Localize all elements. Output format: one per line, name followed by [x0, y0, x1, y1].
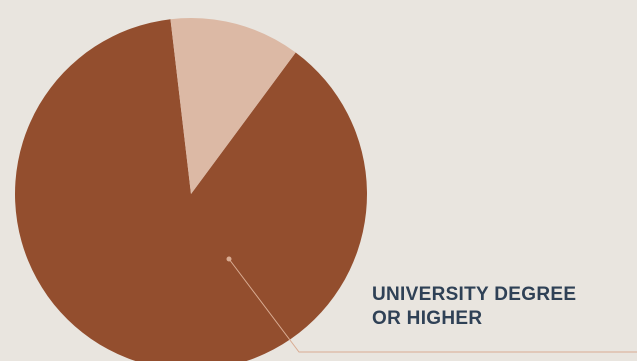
callout-dot [226, 256, 232, 262]
callout-label: UNIVERSITY DEGREE OR HIGHER [372, 283, 576, 331]
callout [226, 256, 637, 353]
pie-slice-1 [15, 19, 368, 361]
pie-slice-2 [170, 17, 296, 195]
callout-label-line-2: OR HIGHER [372, 308, 483, 329]
pie-slices [15, 17, 368, 361]
callout-leader-line [228, 258, 637, 353]
callout-label-line-1: UNIVERSITY DEGREE [372, 284, 577, 305]
